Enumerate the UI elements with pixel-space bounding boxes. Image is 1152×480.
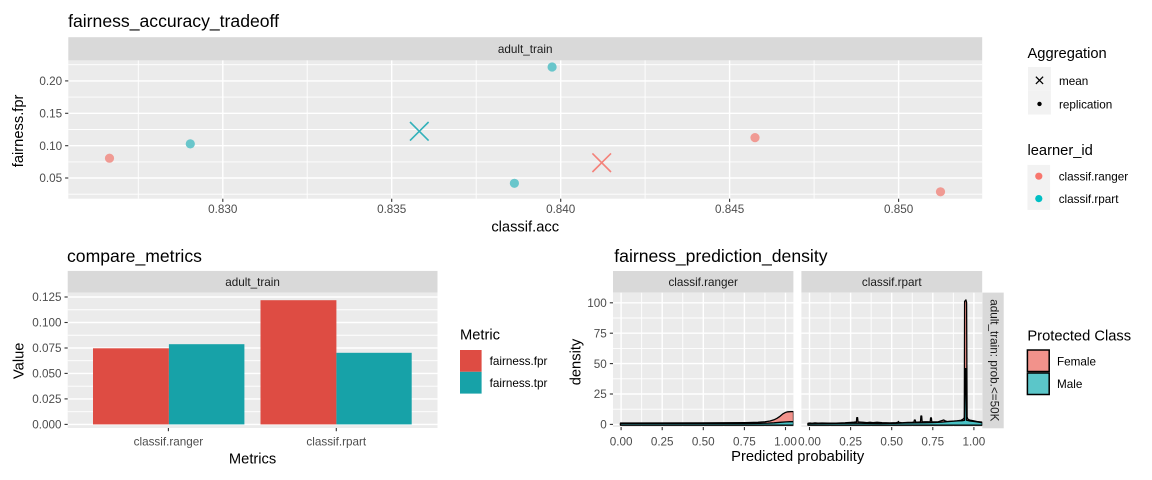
svg-text:0.835: 0.835	[377, 203, 407, 216]
svg-text:0.50: 0.50	[692, 435, 715, 448]
svg-text:0.100: 0.100	[32, 317, 62, 330]
svg-text:fairness_accuracy_tradeoff: fairness_accuracy_tradeoff	[68, 11, 279, 32]
svg-text:classif.rpart: classif.rpart	[862, 276, 923, 289]
svg-text:Value: Value	[11, 343, 27, 379]
svg-text:0: 0	[600, 419, 607, 432]
svg-text:Female: Female	[1057, 356, 1096, 369]
svg-text:density: density	[569, 338, 585, 385]
svg-text:1.00: 1.00	[963, 435, 986, 448]
svg-text:50: 50	[594, 358, 608, 371]
svg-text:classif.ranger: classif.ranger	[134, 435, 204, 448]
svg-text:100: 100	[587, 297, 607, 310]
svg-text:Metric: Metric	[460, 328, 500, 344]
svg-text:0.75: 0.75	[733, 435, 756, 448]
svg-text:replication: replication	[1059, 98, 1112, 111]
svg-text:0.850: 0.850	[884, 203, 914, 216]
svg-text:fairness.tpr: fairness.tpr	[490, 377, 548, 390]
svg-text:75: 75	[594, 327, 608, 340]
svg-text:25: 25	[594, 388, 608, 401]
svg-text:Metrics: Metrics	[229, 451, 276, 467]
svg-text:classif.ranger: classif.ranger	[668, 276, 738, 289]
svg-text:0.50: 0.50	[880, 435, 903, 448]
svg-text:Protected Class: Protected Class	[1027, 328, 1131, 344]
svg-text:adult_train: adult_train	[225, 276, 280, 289]
svg-text:0.075: 0.075	[32, 342, 62, 355]
svg-text:0.050: 0.050	[32, 368, 62, 381]
svg-text:Predicted probability: Predicted probability	[731, 449, 865, 465]
svg-text:0.000: 0.000	[32, 419, 62, 432]
svg-text:fairness.fpr: fairness.fpr	[490, 355, 548, 368]
svg-text:0.025: 0.025	[32, 393, 62, 406]
svg-text:fairness_prediction_density: fairness_prediction_density	[614, 246, 827, 267]
svg-text:0.00: 0.00	[610, 435, 633, 448]
svg-text:fairness.fpr: fairness.fpr	[11, 94, 27, 167]
svg-text:0.10: 0.10	[39, 140, 62, 153]
svg-text:Aggregation: Aggregation	[1028, 46, 1107, 62]
svg-text:classif.rpart: classif.rpart	[306, 435, 367, 448]
svg-text:0.20: 0.20	[39, 75, 62, 88]
svg-text:classif.rpart: classif.rpart	[1059, 193, 1120, 206]
svg-text:0.05: 0.05	[39, 172, 62, 185]
svg-text:adult_train: prob.<=50K: adult_train: prob.<=50K	[987, 299, 1000, 421]
svg-text:adult_train: adult_train	[498, 43, 553, 56]
svg-text:0.830: 0.830	[208, 203, 238, 216]
svg-text:0.00: 0.00	[798, 435, 821, 448]
svg-text:0.840: 0.840	[546, 203, 576, 216]
svg-text:0.125: 0.125	[32, 291, 62, 304]
svg-text:0.75: 0.75	[921, 435, 944, 448]
svg-text:classif.ranger: classif.ranger	[1059, 170, 1129, 183]
svg-text:0.15: 0.15	[39, 108, 62, 121]
svg-text:0.845: 0.845	[715, 203, 745, 216]
svg-text:compare_metrics: compare_metrics	[67, 246, 202, 267]
svg-text:mean: mean	[1059, 75, 1088, 88]
svg-text:0.25: 0.25	[839, 435, 862, 448]
svg-text:classif.acc: classif.acc	[491, 220, 559, 236]
svg-text:1.00: 1.00	[774, 435, 797, 448]
svg-text:learner_id: learner_id	[1028, 143, 1093, 159]
svg-text:0.25: 0.25	[651, 435, 674, 448]
svg-text:Male: Male	[1057, 378, 1082, 391]
